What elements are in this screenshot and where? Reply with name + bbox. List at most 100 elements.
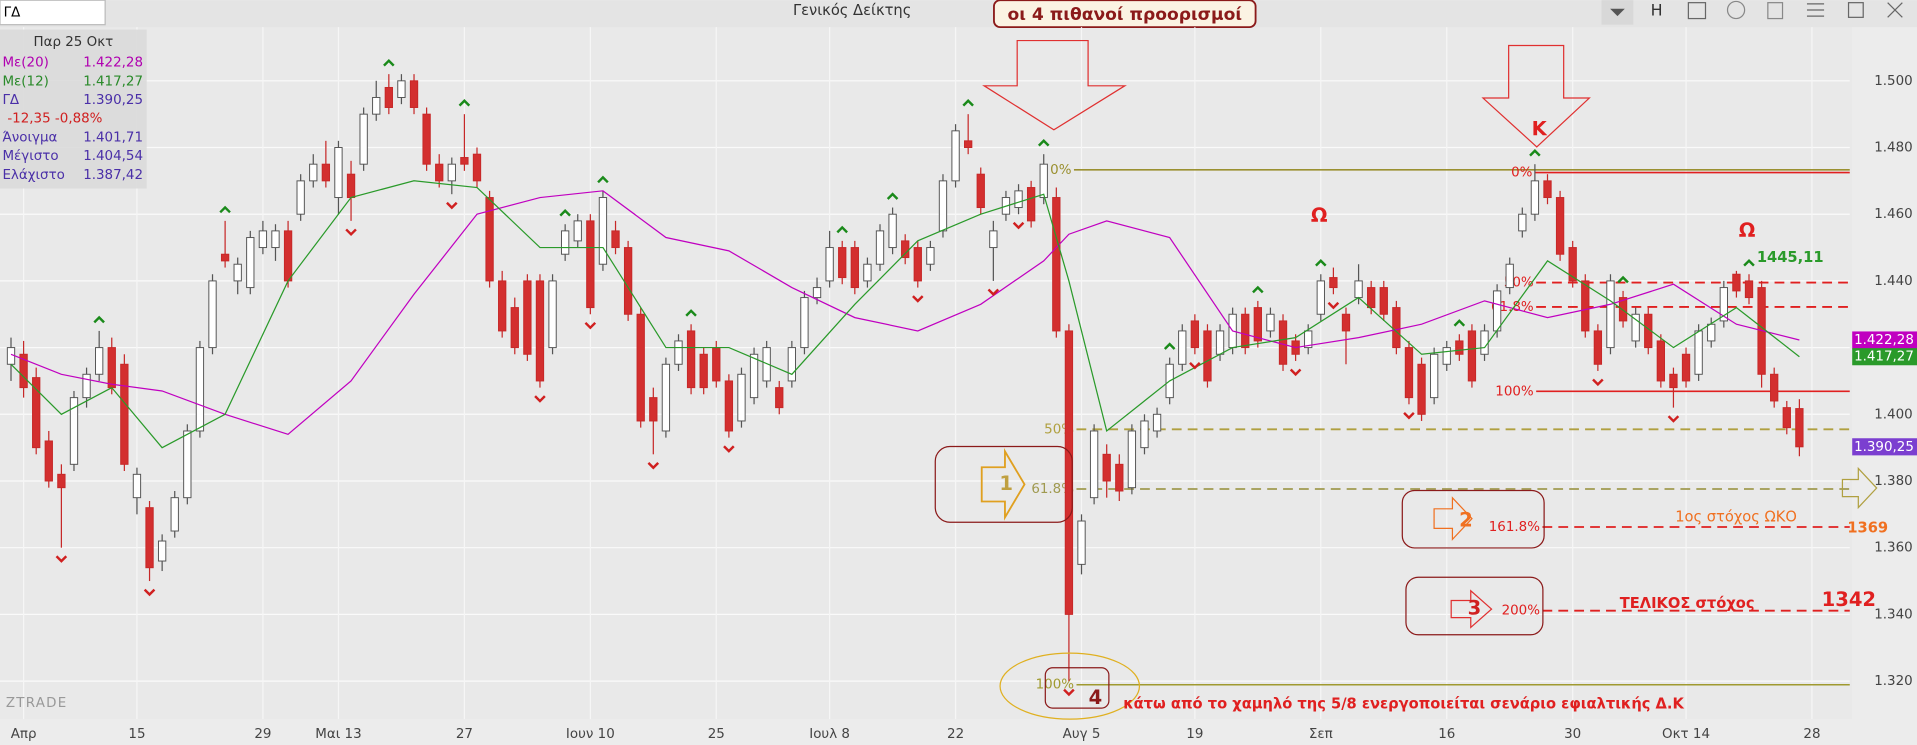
y-tick-label: 1.360 — [1874, 541, 1912, 556]
candle-body — [1555, 197, 1565, 255]
swing-high-marker — [458, 98, 471, 107]
candle-body — [1770, 373, 1779, 402]
candle-body — [712, 347, 721, 382]
level-label: 0% — [1511, 166, 1533, 181]
menu-h[interactable]: H — [1651, 1, 1663, 20]
swing-high-marker — [1037, 139, 1050, 147]
headline: οι 4 πιθανοί προορισμοί — [1008, 5, 1243, 25]
swing-low-marker — [1189, 361, 1201, 370]
y-tick-label: 1.340 — [1874, 607, 1912, 622]
y-axis-area — [1852, 27, 1917, 720]
toolbar-icon[interactable] — [1767, 2, 1784, 20]
candle-body — [964, 140, 973, 148]
x-tick-label: 28 — [1803, 727, 1820, 742]
candle-body — [183, 430, 192, 499]
candle-body — [334, 147, 343, 199]
candle-body — [296, 180, 305, 215]
headline-box — [993, 0, 1257, 29]
swing-low-marker — [987, 288, 1000, 297]
toolbar-icon[interactable] — [1847, 2, 1864, 18]
candle-body — [57, 473, 66, 489]
candle-body — [586, 220, 595, 309]
price-tag-label: 1.390,25 — [1854, 440, 1914, 455]
panel-value: 1.401,71 — [83, 130, 143, 145]
candle-body — [510, 307, 519, 349]
omega-label: Ω — [1739, 219, 1756, 242]
candle-body — [1354, 280, 1363, 299]
candle-body — [321, 163, 331, 182]
candle-body — [1593, 330, 1603, 365]
toolbar-icon[interactable] — [1806, 3, 1825, 17]
scenario-box — [1401, 489, 1545, 549]
y-tick-label: 1.320 — [1874, 674, 1912, 689]
candle-body — [1568, 247, 1577, 282]
candle-body — [548, 280, 557, 349]
candle-body — [157, 540, 167, 562]
scenario-box — [934, 445, 1073, 523]
candle-body — [649, 397, 658, 422]
candle-body — [976, 173, 985, 209]
candle-body — [1530, 180, 1540, 215]
target-label: 1ος στόχος ΩΚΟ — [1675, 508, 1797, 525]
symbol-input[interactable] — [0, 0, 106, 26]
toolbar-icon[interactable] — [1687, 2, 1707, 20]
level-label: 200% — [1502, 604, 1541, 619]
panel-value: 1.390,25 — [83, 93, 143, 108]
x-tick-label: 30 — [1564, 727, 1581, 742]
candle-body — [1404, 347, 1414, 399]
x-tick-label: Σεπ — [1309, 727, 1333, 742]
candle-body — [19, 353, 28, 389]
candle-body — [1480, 330, 1489, 355]
candle-body — [1429, 353, 1439, 399]
candle-body — [409, 80, 419, 108]
swing-low-marker — [1667, 415, 1680, 423]
candle-body — [1341, 313, 1351, 332]
x-tick-label: 27 — [456, 727, 473, 742]
candle-body — [372, 96, 381, 115]
dropdown-icon — [1610, 8, 1625, 17]
candle-body — [1039, 163, 1048, 199]
candle-body — [1152, 413, 1162, 432]
x-tick-label: Ιουν 10 — [566, 727, 615, 742]
x-tick-label: Μαι 13 — [315, 727, 361, 742]
candle-body — [95, 347, 104, 375]
candle-body — [132, 473, 142, 499]
candle-body — [1089, 430, 1099, 499]
level-label: 0% — [1050, 163, 1072, 178]
scenario-number: 4 — [1089, 686, 1103, 709]
moving-average-line — [10, 190, 1800, 436]
swing-low-marker — [534, 395, 546, 403]
swing-high-marker — [836, 225, 848, 234]
candle-body — [1732, 273, 1741, 292]
omega-label: Ω — [1311, 204, 1328, 227]
close-icon[interactable] — [1887, 2, 1903, 18]
swing-high-marker — [886, 192, 899, 200]
candle-body — [1316, 280, 1325, 315]
y-tick-label: 1.400 — [1874, 407, 1912, 422]
candle-body — [208, 280, 217, 349]
toolbar-icon[interactable] — [1726, 0, 1746, 20]
scenario-number: 1 — [999, 472, 1013, 495]
candle-body — [989, 230, 998, 249]
candle-body — [812, 287, 822, 299]
candle-body — [1581, 280, 1590, 332]
down-arrow-shape — [1481, 44, 1591, 148]
candle-body — [573, 220, 582, 242]
swing-low-marker — [55, 555, 68, 563]
candle-body — [523, 280, 532, 355]
candle-body — [1681, 353, 1691, 382]
level-label: 161.8% — [1489, 520, 1540, 535]
candle-body — [1102, 453, 1111, 482]
candle-body — [1442, 347, 1451, 365]
candle-body — [926, 247, 935, 265]
candle-body — [195, 347, 205, 432]
right-arrow-shape — [1433, 496, 1473, 541]
symbol-text: ΓΔ — [4, 5, 21, 20]
candle-body — [1518, 213, 1527, 232]
x-tick-label: Αυγ 5 — [1063, 727, 1101, 742]
panel-label: -12,35 -0,88% — [7, 112, 102, 127]
swing-low-marker — [584, 321, 597, 330]
y-tick-label: 1.480 — [1874, 141, 1912, 156]
candle-body — [1115, 463, 1124, 492]
swing-low-marker — [647, 462, 660, 470]
